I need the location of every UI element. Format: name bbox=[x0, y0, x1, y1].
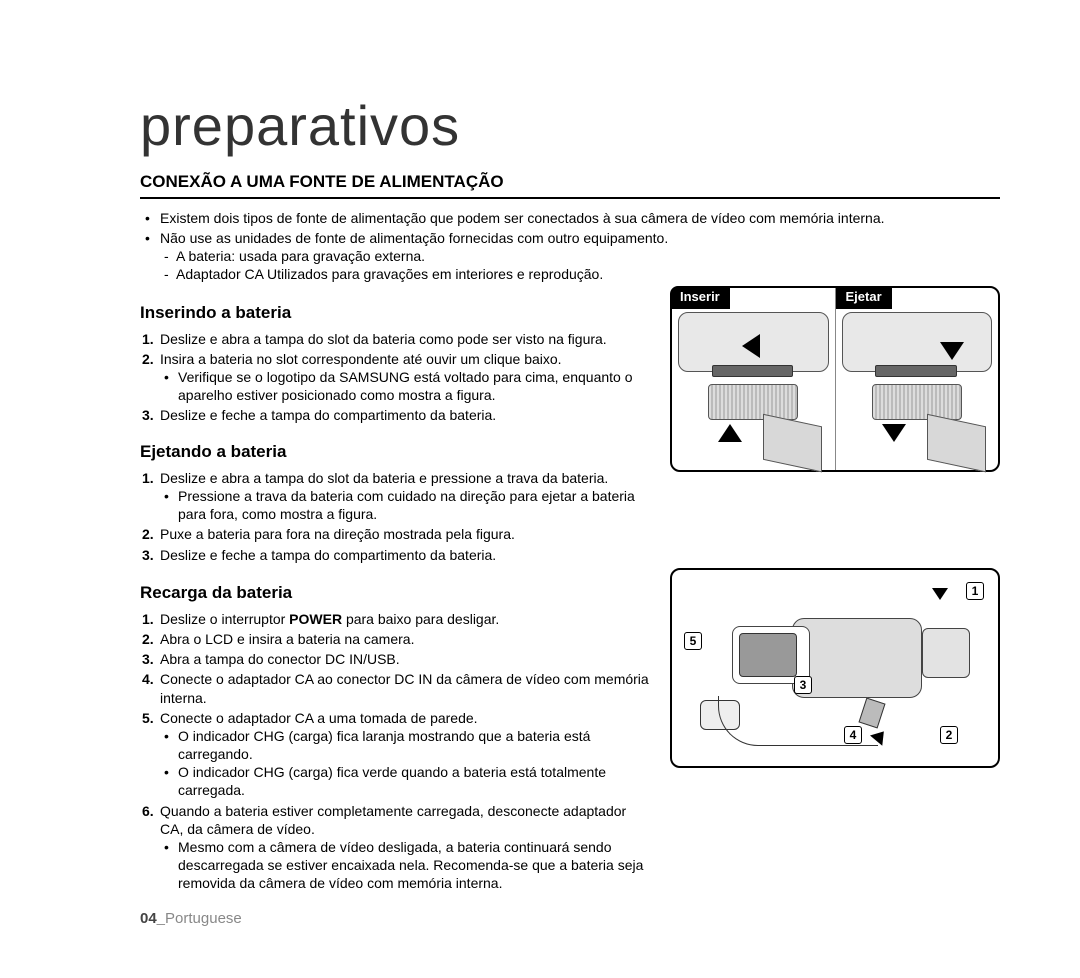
steps-ejetando: 1. Deslize e abra a tampa do slot da bat… bbox=[140, 469, 652, 564]
step: 3. Deslize e feche a tampa do compartime… bbox=[160, 546, 652, 564]
step-text: Deslize e abra a tampa do slot da bateri… bbox=[160, 470, 608, 486]
footer-page-num: 04_ bbox=[140, 910, 165, 927]
steps-recarga: 1. Deslize o interruptor POWER para baix… bbox=[140, 610, 652, 893]
step: 2. Insira a bateria no slot corresponden… bbox=[160, 350, 652, 405]
callout-3: 3 bbox=[794, 676, 812, 694]
step-sub: Verifique se o logotipo da SAMSUNG está … bbox=[160, 368, 652, 404]
step-text: Deslize e abra a tampa do slot da bateri… bbox=[160, 331, 607, 347]
section-title: CONEXÃO A UMA FONTE DE ALIMENTAÇÃO bbox=[140, 171, 1000, 199]
step-text: Abra o LCD e insira a bateria na camera. bbox=[160, 631, 414, 647]
step-text: Insira a bateria no slot correspondente … bbox=[160, 351, 562, 367]
step-text: Conecte o adaptador CA ao conector DC IN… bbox=[160, 671, 649, 705]
step: 3. Deslize e feche a tampa do compartime… bbox=[160, 406, 652, 424]
step-text: Deslize e feche a tampa do compartimento… bbox=[160, 407, 496, 423]
step-num: 5. bbox=[142, 709, 154, 727]
step: 1. Deslize e abra a tampa do slot da bat… bbox=[160, 330, 652, 348]
step-bold: POWER bbox=[289, 611, 342, 627]
step-text: Deslize o interruptor bbox=[160, 611, 289, 627]
step-sub-text: Pressione a trava da bateria com cuidado… bbox=[178, 487, 652, 523]
step-num: 3. bbox=[142, 650, 154, 668]
heading-inserindo: Inserindo a bateria bbox=[140, 302, 652, 324]
intro-bullet-text: Não use as unidades de fonte de alimenta… bbox=[160, 230, 668, 246]
step-num: 4. bbox=[142, 670, 154, 688]
cam-sketch-insert bbox=[672, 288, 835, 470]
footer-lang: Portuguese bbox=[165, 910, 242, 927]
intro-subbullet: Adaptador CA Utilizados para gravações e… bbox=[176, 265, 1000, 283]
step: 2. Puxe a bateria para fora na direção m… bbox=[160, 525, 652, 543]
step-num: 3. bbox=[142, 406, 154, 424]
step-sub-text: O indicador CHG (carga) fica laranja mos… bbox=[178, 727, 652, 763]
heading-recarga: Recarga da bateria bbox=[140, 582, 652, 604]
step: 5. Conecte o adaptador CA a uma tomada d… bbox=[160, 709, 652, 800]
step-num: 2. bbox=[142, 525, 154, 543]
step-text: Quando a bateria estiver completamente c… bbox=[160, 803, 626, 837]
callout-4: 4 bbox=[844, 726, 862, 744]
step: 6. Quando a bateria estiver completament… bbox=[160, 802, 652, 893]
intro-subbullets: A bateria: usada para gravação externa. … bbox=[160, 247, 1000, 283]
intro-bullet: Existem dois tipos de fonte de alimentaç… bbox=[160, 209, 1000, 227]
intro-bullets: Existem dois tipos de fonte de alimentaç… bbox=[140, 209, 1000, 284]
figure-recharge: 1 2 3 4 5 bbox=[670, 568, 1000, 768]
page-footer: 04_Portuguese bbox=[140, 909, 1000, 929]
step: 2. Abra o LCD e insira a bateria na came… bbox=[160, 630, 652, 648]
intro-subbullet: A bateria: usada para gravação externa. bbox=[176, 247, 1000, 265]
intro-bullet: Não use as unidades de fonte de alimenta… bbox=[160, 229, 1000, 284]
heading-ejetando: Ejetando a bateria bbox=[140, 441, 652, 463]
callout-5: 5 bbox=[684, 632, 702, 650]
step: 3. Abra a tampa do conector DC IN/USB. bbox=[160, 650, 652, 668]
step-sub-text: O indicador CHG (carga) fica verde quand… bbox=[178, 763, 652, 799]
page-title: preparativos bbox=[140, 90, 1000, 163]
step-sub-text: Mesmo com a câmera de vídeo desligada, a… bbox=[178, 838, 652, 893]
step-num: 1. bbox=[142, 610, 154, 628]
step-sub: O indicador CHG (carga) fica laranja mos… bbox=[160, 727, 652, 800]
step-num: 6. bbox=[142, 802, 154, 820]
callout-1: 1 bbox=[966, 582, 984, 600]
step-num: 1. bbox=[142, 469, 154, 487]
step: 4. Conecte o adaptador CA ao conector DC… bbox=[160, 670, 652, 706]
step-num: 1. bbox=[142, 330, 154, 348]
step-text: Puxe a bateria para fora na direção most… bbox=[160, 526, 515, 542]
step: 1. Deslize o interruptor POWER para baix… bbox=[160, 610, 652, 628]
step-text: Deslize e feche a tampa do compartimento… bbox=[160, 547, 496, 563]
step-text2: para baixo para desligar. bbox=[342, 611, 499, 627]
figure-insert-eject: Inserir Ejetar bbox=[670, 286, 1000, 472]
step-num: 2. bbox=[142, 630, 154, 648]
step-num: 3. bbox=[142, 546, 154, 564]
step-text: Abra a tampa do conector DC IN/USB. bbox=[160, 651, 400, 667]
step-sub: Pressione a trava da bateria com cuidado… bbox=[160, 487, 652, 523]
step-sub: Mesmo com a câmera de vídeo desligada, a… bbox=[160, 838, 652, 893]
step-num: 2. bbox=[142, 350, 154, 368]
callout-2: 2 bbox=[940, 726, 958, 744]
step: 1. Deslize e abra a tampa do slot da bat… bbox=[160, 469, 652, 524]
steps-inserindo: 1. Deslize e abra a tampa do slot da bat… bbox=[140, 330, 652, 425]
cam-sketch-eject bbox=[836, 288, 999, 470]
step-text: Conecte o adaptador CA a uma tomada de p… bbox=[160, 710, 478, 726]
step-sub-text: Verifique se o logotipo da SAMSUNG está … bbox=[178, 368, 652, 404]
